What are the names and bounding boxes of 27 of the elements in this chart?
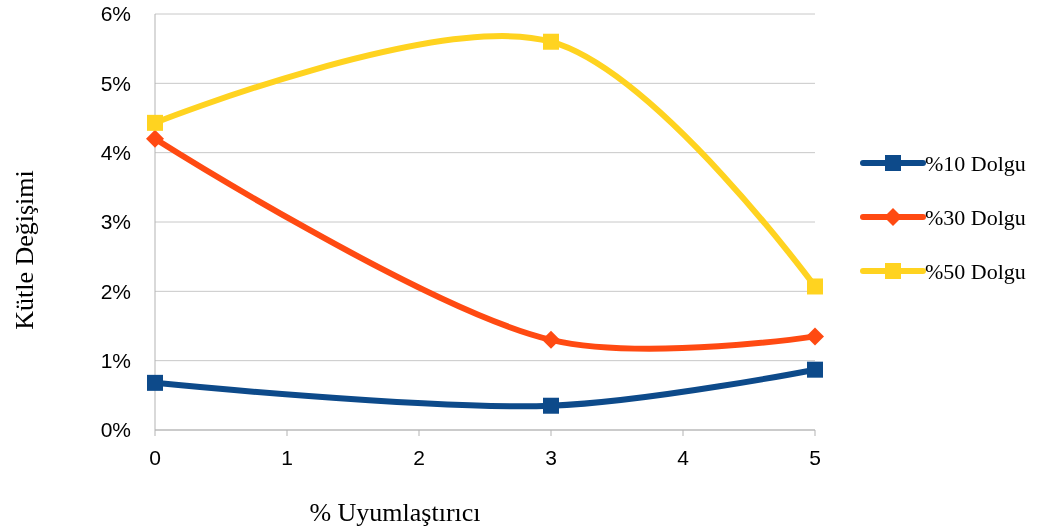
- legend-label: %50 Dolgu: [925, 258, 1026, 284]
- y-tick-label: 4%: [100, 141, 131, 165]
- point: [542, 330, 560, 349]
- y-tick-label: 3%: [100, 210, 131, 234]
- x-tick-label: 4: [677, 446, 690, 469]
- legend-label: %30 Dolgu: [925, 204, 1026, 230]
- y-tick-label: 5%: [100, 71, 131, 95]
- y-tick-label: 6%: [100, 2, 131, 26]
- y-tick-label: 0%: [100, 418, 131, 442]
- point: [807, 361, 823, 378]
- y-tick-label: 2%: [100, 279, 131, 303]
- point: [543, 33, 559, 50]
- x-axis-title: % Uyumlaştırıcı: [309, 498, 481, 527]
- legend-label: %10 Dolgu: [925, 150, 1026, 176]
- x-tick-label: 3: [545, 446, 557, 469]
- x-tick-label: 1: [281, 446, 293, 469]
- x-tick-label: 2: [413, 446, 425, 469]
- point: [147, 374, 163, 391]
- point: [807, 278, 823, 295]
- point: [543, 397, 559, 414]
- x-tick-label: 0: [149, 446, 161, 469]
- point: [806, 327, 824, 346]
- point: [146, 129, 164, 148]
- y-tick-label: 1%: [100, 349, 131, 373]
- y-axis-title: Kütle Değişimi: [10, 170, 39, 330]
- x-tick-label: 5: [809, 446, 821, 469]
- point: [147, 114, 163, 131]
